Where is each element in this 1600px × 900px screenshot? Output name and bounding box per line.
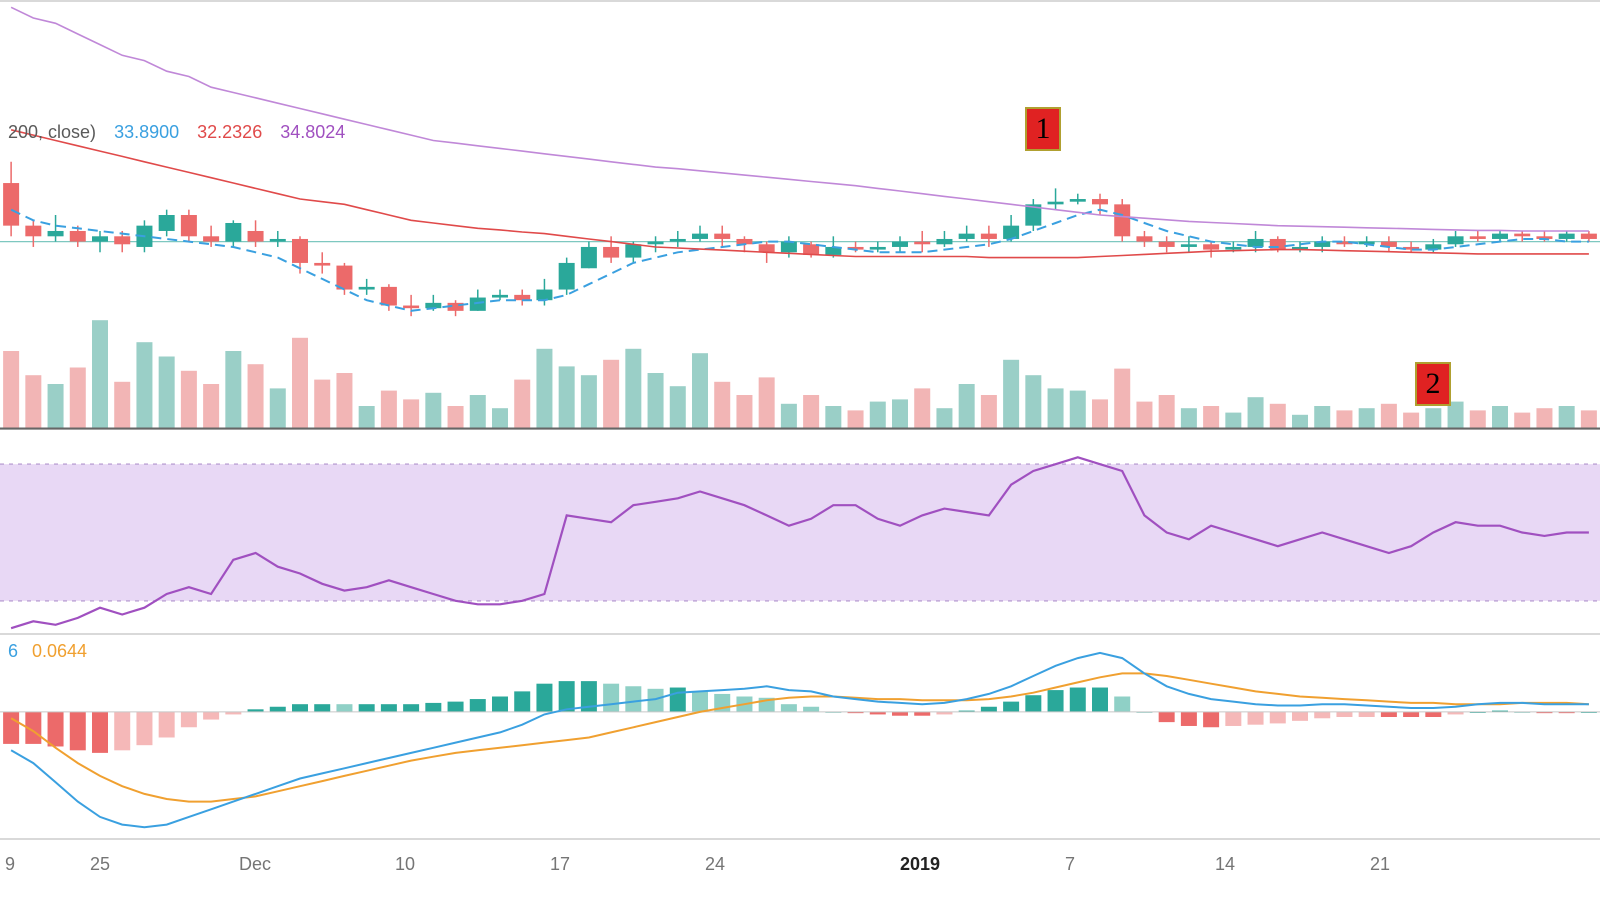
x-axis-label: 17 bbox=[550, 854, 570, 875]
rsi-panel[interactable] bbox=[0, 430, 1600, 635]
x-axis-label: 9 bbox=[5, 854, 15, 875]
price-legend-val-c: 34.8024 bbox=[280, 122, 345, 143]
x-axis-label: Dec bbox=[239, 854, 271, 875]
macd-legend: 6 0.0644 bbox=[8, 641, 87, 662]
time-axis: 9 25 Dec 10 17 24 2019 7 14 21 bbox=[0, 840, 1600, 900]
rsi-chart bbox=[0, 430, 1600, 635]
annotation-box-1: 1 bbox=[1025, 107, 1061, 151]
x-axis-label: 21 bbox=[1370, 854, 1390, 875]
x-axis-label: 24 bbox=[705, 854, 725, 875]
x-axis-label: 14 bbox=[1215, 854, 1235, 875]
macd-panel[interactable]: 6 0.0644 bbox=[0, 635, 1600, 840]
price-panel[interactable]: 200, close) 33.8900 32.2326 34.8024 1 2 bbox=[0, 0, 1600, 430]
annotation-box-2: 2 bbox=[1415, 362, 1451, 406]
x-axis-label: 2019 bbox=[900, 854, 940, 875]
price-legend: 200, close) 33.8900 32.2326 34.8024 bbox=[8, 122, 345, 143]
annotation-label-2: 2 bbox=[1426, 367, 1441, 401]
price-legend-val-b: 32.2326 bbox=[197, 122, 262, 143]
macd-legend-val-b: 0.0644 bbox=[32, 641, 87, 662]
x-axis-label: 7 bbox=[1065, 854, 1075, 875]
x-axis-label: 10 bbox=[395, 854, 415, 875]
price-legend-val-a: 33.8900 bbox=[114, 122, 179, 143]
price-chart bbox=[0, 2, 1600, 432]
x-axis-label: 25 bbox=[90, 854, 110, 875]
macd-legend-val-a: 6 bbox=[8, 641, 18, 662]
macd-chart bbox=[0, 635, 1600, 840]
annotation-label-1: 1 bbox=[1036, 112, 1051, 146]
price-legend-close: 200, close) bbox=[8, 122, 96, 143]
